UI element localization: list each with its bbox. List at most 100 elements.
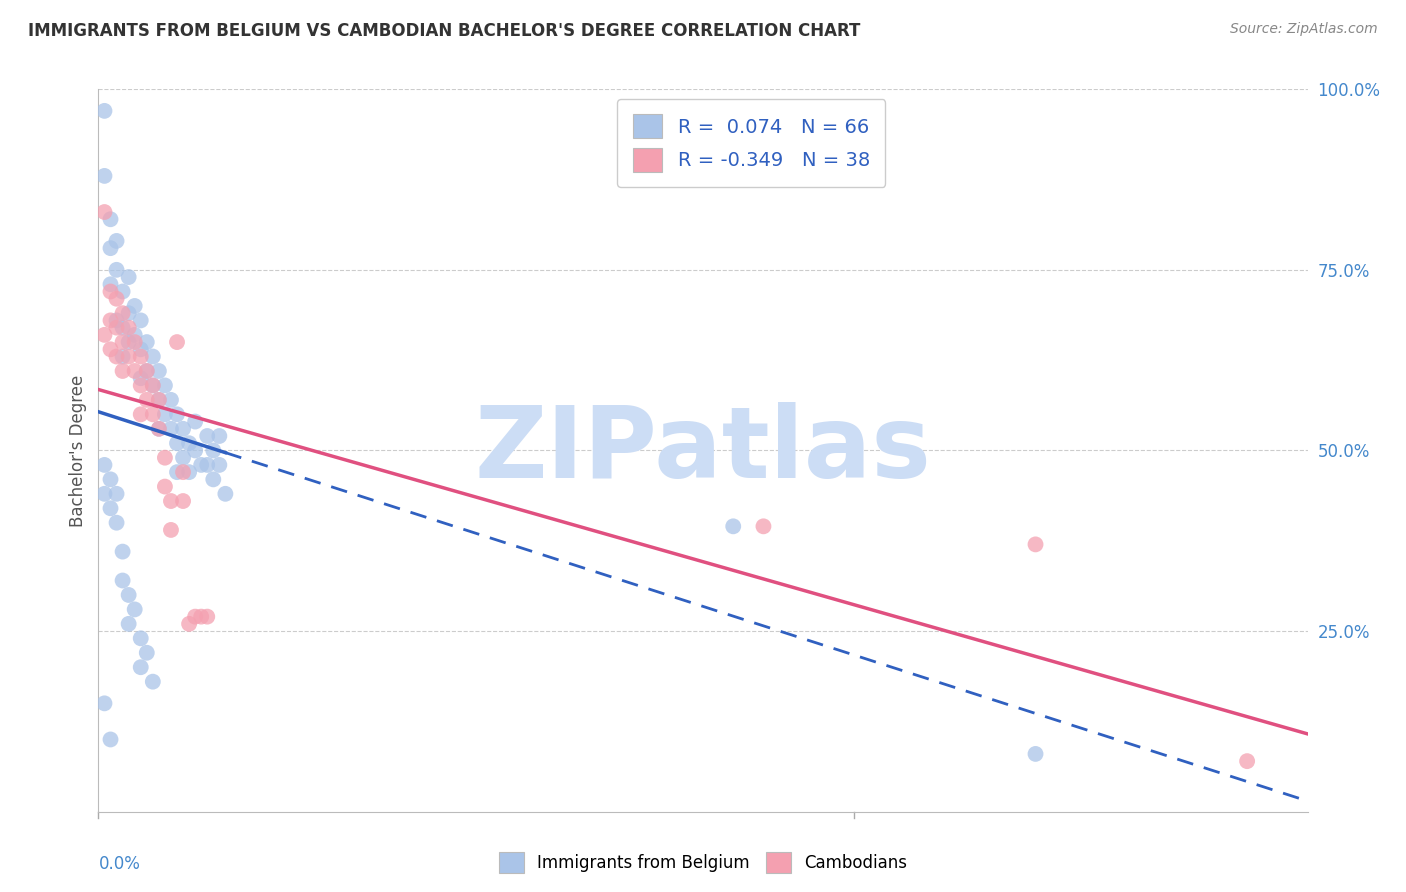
Point xyxy=(160,494,183,508)
Point xyxy=(179,436,201,450)
Point xyxy=(124,327,146,342)
Point xyxy=(195,609,218,624)
Point xyxy=(1024,747,1046,761)
Point xyxy=(111,285,134,299)
Point xyxy=(148,422,170,436)
Point xyxy=(129,343,152,357)
Point xyxy=(105,320,128,334)
Point xyxy=(184,609,207,624)
Text: Source: ZipAtlas.com: Source: ZipAtlas.com xyxy=(1230,22,1378,37)
Point xyxy=(135,334,157,349)
Point xyxy=(93,327,115,342)
Y-axis label: Bachelor's Degree: Bachelor's Degree xyxy=(69,375,87,526)
Point xyxy=(166,407,188,421)
Point xyxy=(100,732,122,747)
Legend: R =  0.074   N = 66, R = -0.349   N = 38: R = 0.074 N = 66, R = -0.349 N = 38 xyxy=(617,99,886,187)
Point xyxy=(111,544,134,558)
Point xyxy=(135,364,157,378)
Point xyxy=(148,392,170,407)
Point xyxy=(214,487,236,501)
Point xyxy=(184,415,207,429)
Point xyxy=(135,646,157,660)
Point xyxy=(93,103,115,118)
Point xyxy=(93,458,115,472)
Point xyxy=(93,169,115,183)
Point xyxy=(166,436,188,450)
Point xyxy=(100,472,122,486)
Point xyxy=(100,277,122,292)
Point xyxy=(1024,537,1046,551)
Text: ZIPatlas: ZIPatlas xyxy=(475,402,931,499)
Point xyxy=(100,313,122,327)
Legend: Immigrants from Belgium, Cambodians: Immigrants from Belgium, Cambodians xyxy=(492,846,914,880)
Point xyxy=(111,350,134,364)
Point xyxy=(124,602,146,616)
Point xyxy=(105,292,128,306)
Point xyxy=(129,350,152,364)
Point xyxy=(105,516,128,530)
Point xyxy=(184,443,207,458)
Point xyxy=(118,270,141,285)
Point xyxy=(129,632,152,646)
Point xyxy=(160,523,183,537)
Point xyxy=(160,392,183,407)
Point xyxy=(118,616,141,631)
Point xyxy=(93,696,115,710)
Point xyxy=(172,450,194,465)
Point xyxy=(118,320,141,334)
Point xyxy=(208,429,231,443)
Point xyxy=(111,364,134,378)
Point xyxy=(105,313,128,327)
Point xyxy=(118,306,141,320)
Point xyxy=(124,299,146,313)
Point xyxy=(202,443,225,458)
Point xyxy=(111,574,134,588)
Point xyxy=(93,487,115,501)
Point xyxy=(105,487,128,501)
Point xyxy=(148,392,170,407)
Point xyxy=(111,334,134,349)
Point xyxy=(118,588,141,602)
Point xyxy=(179,465,201,479)
Point xyxy=(153,407,176,421)
Point xyxy=(153,480,176,494)
Point xyxy=(153,450,176,465)
Point xyxy=(195,429,218,443)
Point xyxy=(148,422,170,436)
Point xyxy=(142,407,165,421)
Point xyxy=(723,519,745,533)
Point xyxy=(752,519,775,533)
Point xyxy=(135,364,157,378)
Point xyxy=(118,350,141,364)
Point xyxy=(172,494,194,508)
Point xyxy=(111,306,134,320)
Point xyxy=(142,378,165,392)
Point xyxy=(129,407,152,421)
Point xyxy=(105,262,128,277)
Point xyxy=(179,616,201,631)
Point xyxy=(100,212,122,227)
Text: IMMIGRANTS FROM BELGIUM VS CAMBODIAN BACHELOR'S DEGREE CORRELATION CHART: IMMIGRANTS FROM BELGIUM VS CAMBODIAN BAC… xyxy=(28,22,860,40)
Point xyxy=(100,285,122,299)
Point xyxy=(160,422,183,436)
Point xyxy=(129,371,152,385)
Point xyxy=(172,465,194,479)
Point xyxy=(1236,754,1258,768)
Point xyxy=(129,313,152,327)
Point xyxy=(190,458,212,472)
Point xyxy=(124,334,146,349)
Point xyxy=(166,334,188,349)
Point xyxy=(153,378,176,392)
Point xyxy=(129,378,152,392)
Point xyxy=(129,660,152,674)
Point xyxy=(111,320,134,334)
Point xyxy=(124,364,146,378)
Point xyxy=(166,465,188,479)
Point xyxy=(142,378,165,392)
Point xyxy=(142,674,165,689)
Point xyxy=(105,234,128,248)
Point xyxy=(142,350,165,364)
Text: 0.0%: 0.0% xyxy=(98,855,141,873)
Point xyxy=(105,350,128,364)
Point xyxy=(202,472,225,486)
